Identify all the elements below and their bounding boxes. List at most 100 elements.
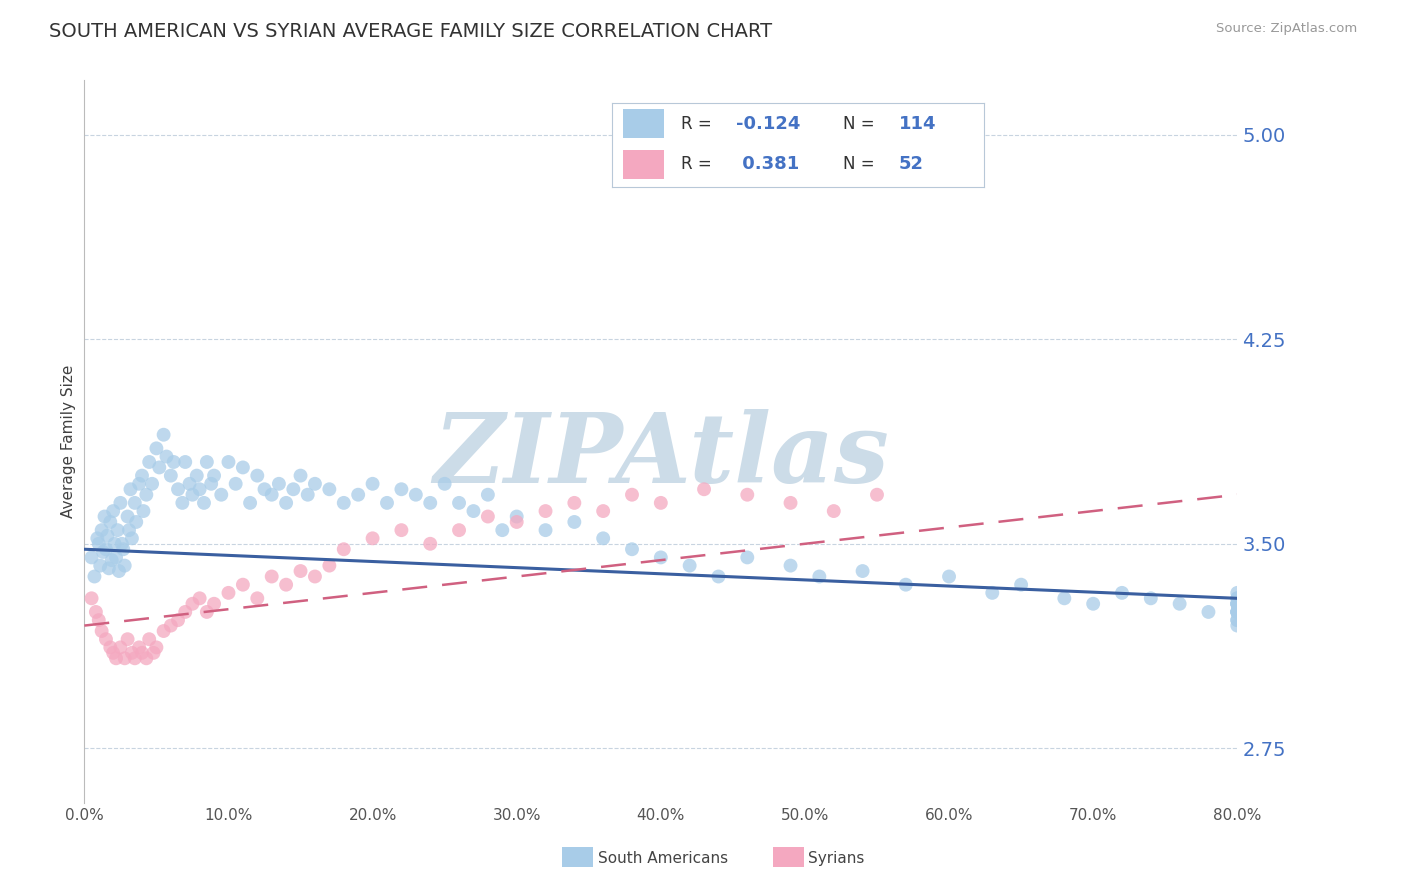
Point: [1226, 613, 1249, 627]
Point: [246, 591, 269, 606]
Point: [808, 569, 831, 583]
Point: [103, 646, 124, 660]
Bar: [623, 110, 664, 138]
Point: [737, 550, 759, 565]
Text: 52: 52: [898, 155, 924, 173]
Point: [202, 597, 225, 611]
Point: [405, 488, 427, 502]
Point: [142, 646, 165, 660]
Point: [145, 442, 167, 456]
Point: [419, 496, 441, 510]
Point: [80, 550, 103, 565]
Point: [181, 597, 204, 611]
Point: [592, 532, 614, 546]
Point: [1140, 591, 1163, 606]
Point: [97, 561, 120, 575]
Text: R =: R =: [681, 115, 711, 133]
Point: [188, 591, 211, 606]
Point: [193, 496, 215, 510]
Point: [707, 569, 730, 583]
Point: [186, 468, 208, 483]
Point: [141, 476, 163, 491]
Point: [737, 488, 759, 502]
Text: R =: R =: [681, 155, 711, 173]
Point: [218, 455, 240, 469]
Point: [477, 488, 499, 502]
Point: [179, 476, 201, 491]
Point: [491, 523, 513, 537]
Point: [131, 468, 153, 483]
Point: [534, 523, 557, 537]
Point: [91, 545, 114, 559]
Point: [1111, 586, 1133, 600]
Point: [174, 605, 197, 619]
Point: [94, 542, 117, 557]
Point: [1168, 597, 1191, 611]
Point: [246, 468, 269, 483]
Point: [167, 613, 190, 627]
Point: [108, 564, 131, 578]
Text: 114: 114: [898, 115, 936, 133]
Point: [1226, 586, 1249, 600]
Y-axis label: Average Family Size: Average Family Size: [60, 365, 76, 518]
Point: [195, 605, 218, 619]
Point: [110, 640, 132, 655]
Text: Syrians: Syrians: [808, 851, 865, 865]
Point: [117, 632, 139, 647]
Point: [232, 577, 254, 591]
Point: [105, 550, 128, 565]
Point: [283, 482, 305, 496]
Point: [650, 550, 672, 565]
Point: [318, 482, 340, 496]
Point: [200, 476, 222, 491]
Point: [375, 496, 398, 510]
Point: [121, 532, 143, 546]
Point: [679, 558, 702, 573]
Point: [84, 605, 107, 619]
Point: [167, 482, 190, 496]
Point: [120, 482, 142, 496]
Point: [779, 496, 801, 510]
Point: [318, 558, 340, 573]
Point: [117, 509, 139, 524]
Point: [98, 515, 121, 529]
Point: [188, 482, 211, 496]
Text: -0.124: -0.124: [737, 115, 801, 133]
Point: [93, 509, 115, 524]
Point: [297, 488, 319, 502]
Point: [463, 504, 485, 518]
Point: [361, 532, 384, 546]
Point: [125, 515, 148, 529]
Point: [1226, 591, 1249, 606]
Point: [1226, 605, 1249, 619]
Point: [89, 558, 111, 573]
Point: [347, 488, 370, 502]
Point: [276, 496, 298, 510]
Point: [90, 624, 112, 638]
Point: [132, 504, 155, 518]
Point: [267, 476, 290, 491]
Point: [621, 542, 644, 557]
Point: [209, 488, 232, 502]
Point: [232, 460, 254, 475]
Point: [121, 646, 143, 660]
Point: [135, 488, 157, 502]
Point: [131, 646, 153, 660]
Point: [894, 577, 917, 591]
Point: [128, 640, 150, 655]
Text: SOUTH AMERICAN VS SYRIAN AVERAGE FAMILY SIZE CORRELATION CHART: SOUTH AMERICAN VS SYRIAN AVERAGE FAMILY …: [49, 22, 772, 41]
Point: [155, 450, 177, 464]
Point: [779, 558, 801, 573]
Point: [506, 509, 529, 524]
Point: [333, 542, 356, 557]
Point: [981, 586, 1004, 600]
Point: [534, 504, 557, 518]
Point: [124, 496, 146, 510]
Point: [592, 504, 614, 518]
Point: [100, 553, 122, 567]
Point: [87, 537, 110, 551]
Point: [174, 455, 197, 469]
Point: [138, 455, 160, 469]
Text: South Americans: South Americans: [598, 851, 728, 865]
Point: [1226, 591, 1249, 606]
